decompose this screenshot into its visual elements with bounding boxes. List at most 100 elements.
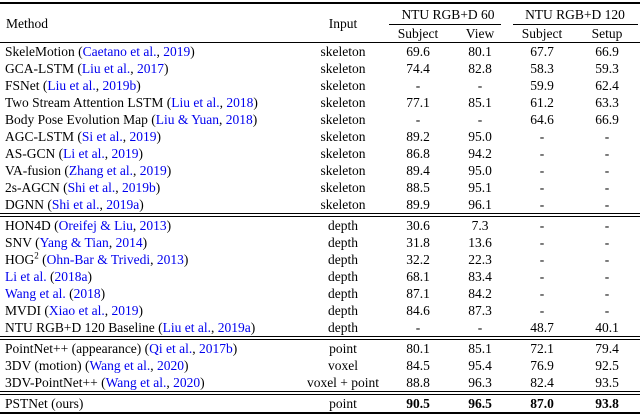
citation-link[interactable]: 2013 <box>156 252 184 267</box>
method-text: , <box>99 197 107 212</box>
score-cell: 69.6 <box>406 44 430 59</box>
col-header-subject-120: Subject <box>510 25 574 43</box>
method-text: , <box>115 180 122 195</box>
citation-link[interactable]: 2017 <box>136 61 164 76</box>
score-cell: - <box>604 129 610 144</box>
citation-link[interactable]: 2019 <box>139 163 167 178</box>
score-cell: 80.1 <box>468 44 492 59</box>
score-cell: - <box>415 112 421 127</box>
score-cell: - <box>604 163 610 178</box>
score-cell: 80.1 <box>386 336 450 357</box>
citation-link[interactable]: 2018 <box>73 286 101 301</box>
citation-link[interactable]: Wang et al. <box>89 358 151 373</box>
citation-link[interactable]: Yang & Tian <box>39 235 109 250</box>
score-cell: 63.3 <box>595 95 619 110</box>
score-cell: 13.6 <box>468 235 492 250</box>
col-header-subject-60: Subject <box>386 25 450 43</box>
method-text: ) <box>184 358 189 373</box>
col-group-ntu120: NTU RGB+D 120 <box>510 3 640 25</box>
citation-link[interactable]: 2018 <box>225 112 253 127</box>
score-cell: 96.1 <box>468 197 492 212</box>
method-text: FSNet ( <box>5 78 48 93</box>
citation-link[interactable]: Li et al. <box>63 146 105 161</box>
input-cell: skeleton <box>320 44 366 59</box>
citation-link[interactable]: Ohn-Bar & Trivedi <box>46 252 151 267</box>
citation-link[interactable]: 2019b <box>102 78 137 93</box>
citation-link[interactable]: 2019a <box>106 197 140 212</box>
score-cell: - <box>604 286 610 301</box>
citation-link[interactable]: 2020 <box>157 358 185 373</box>
score-cell: - <box>574 213 640 234</box>
citation-link[interactable]: Li et al. <box>5 269 47 284</box>
score-cell: - <box>477 320 483 335</box>
citation-link[interactable]: 2019 <box>129 129 157 144</box>
score-cell: - <box>477 78 483 93</box>
method-cell: MVDI (Xiao et al., 2019) <box>0 302 300 319</box>
col-group-ntu60: NTU RGB+D 60 <box>386 3 510 25</box>
method-text: , <box>132 218 140 233</box>
citation-link[interactable]: 2019 <box>163 44 191 59</box>
citation-link[interactable]: 2019b <box>122 180 156 195</box>
method-text: , <box>156 44 164 59</box>
citation-link[interactable]: 2019 <box>111 146 139 161</box>
citation-link[interactable]: 2019 <box>111 303 139 318</box>
citation-link[interactable]: Qi et al. <box>149 341 193 356</box>
score-cell: 64.6 <box>530 112 554 127</box>
method-cell: PointNet++ (appearance) (Qi et al., 2017… <box>0 336 300 357</box>
citation-link[interactable]: 2018a <box>54 269 88 284</box>
method-text: SNV ( <box>5 235 40 250</box>
method-cell: GCA-LSTM (Liu et al., 2017) <box>0 60 300 77</box>
input-cell: skeleton <box>320 146 366 161</box>
method-text: HOG <box>5 252 35 267</box>
score-cell: 96.5 <box>450 391 510 413</box>
citation-link[interactable]: 2013 <box>139 218 167 233</box>
citation-link[interactable]: 2018 <box>226 95 254 110</box>
input-cell: point <box>300 336 386 357</box>
citation-link[interactable]: 2014 <box>115 235 143 250</box>
method-text: ) <box>252 112 258 127</box>
method-text: ) <box>166 163 172 178</box>
citation-link[interactable]: Liu et al. <box>47 78 96 93</box>
citation-link[interactable]: Wang et al. <box>105 375 167 390</box>
citation-link[interactable]: Wang et al. <box>5 286 66 301</box>
score-cell: 58.3 <box>530 61 554 76</box>
method-text: PointNet++ (appearance) ( <box>5 341 150 356</box>
citation-link[interactable]: Caetano et al. <box>82 44 157 59</box>
citation-link[interactable]: 2020 <box>173 375 201 390</box>
citation-link[interactable]: 2017b <box>199 341 233 356</box>
citation-link[interactable]: Liu et al. <box>162 320 211 335</box>
input-cell: depth <box>300 213 386 234</box>
table-row: 2s-AGCN (Shi et al., 2019b) skeleton 88.5 9… <box>0 179 640 196</box>
table-row: SkeleMotion (Caetano et al., 2019) skelet… <box>0 43 640 61</box>
method-text: ) <box>232 341 238 356</box>
method-text: , <box>166 375 174 390</box>
score-cell: 68.1 <box>406 269 430 284</box>
citation-link[interactable]: Si et al. <box>81 129 123 144</box>
citation-link[interactable]: 2019a <box>217 320 251 335</box>
input-cell: voxel <box>328 358 358 373</box>
method-text: PSTNet (ours) <box>5 396 84 411</box>
citation-link[interactable]: Oreifej & Liu <box>58 218 133 233</box>
method-text: ) <box>166 218 172 233</box>
input-cell: voxel + point <box>306 375 380 390</box>
score-cell: 62.4 <box>595 78 619 93</box>
citation-link[interactable]: Liu et al. <box>171 95 220 110</box>
method-text: Two Stream Attention LSTM ( <box>5 95 172 110</box>
citation-link[interactable]: Liu & Yuan <box>155 112 219 127</box>
table-row: GCA-LSTM (Liu et al., 2017) skeleton 74.4 8… <box>0 60 640 77</box>
citation-link[interactable]: Shi et al. <box>51 197 100 212</box>
citation-link[interactable]: Xiao et al. <box>48 303 105 318</box>
method-cell: HOG2 (Ohn-Bar & Trivedi, 2013) <box>0 251 300 268</box>
score-cell: 87.3 <box>468 303 492 318</box>
citation-link[interactable]: Zhang et al. <box>68 163 133 178</box>
score-cell: 86.8 <box>406 146 430 161</box>
citation-link[interactable]: Liu et al. <box>81 61 131 76</box>
citation-link[interactable]: Shi et al. <box>67 180 116 195</box>
score-cell: 95.0 <box>468 129 492 144</box>
score-cell: 66.9 <box>595 44 619 59</box>
score-cell: - <box>539 269 545 284</box>
input-cell: skeleton <box>320 61 366 76</box>
method-cell: PSTNet (ours) <box>0 391 300 413</box>
score-cell: 72.1 <box>510 336 574 357</box>
method-text: , <box>219 95 227 110</box>
